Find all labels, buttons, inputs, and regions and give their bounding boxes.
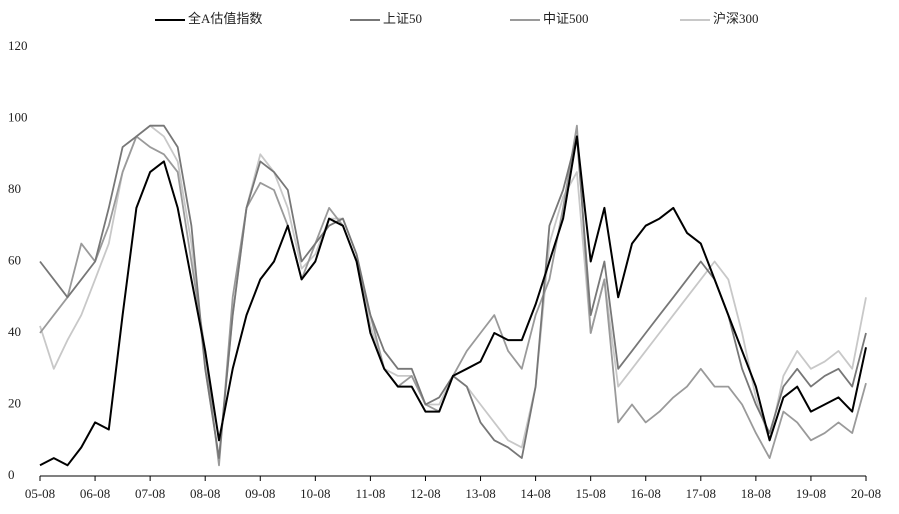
legend-label: 全A估值指数 — [188, 11, 262, 26]
x-tick-label: 15-08 — [575, 486, 605, 501]
y-tick-label: 120 — [8, 38, 28, 53]
x-tick-label: 19-08 — [796, 486, 826, 501]
y-tick-label: 20 — [8, 395, 21, 410]
x-tick-label: 09-08 — [245, 486, 275, 501]
x-tick-label: 07-08 — [135, 486, 165, 501]
x-tick-label: 17-08 — [686, 486, 716, 501]
series-line — [39, 124, 867, 459]
legend-label: 上证50 — [383, 11, 422, 26]
x-tick-label: 13-08 — [465, 486, 495, 501]
legend-label: 中证500 — [543, 11, 589, 26]
x-tick-label: 05-08 — [25, 486, 55, 501]
x-tick-label: 10-08 — [300, 486, 330, 501]
y-tick-label: 0 — [8, 467, 15, 482]
y-tick-label: 40 — [8, 324, 21, 339]
series-line — [39, 124, 867, 459]
x-tick-label: 12-08 — [410, 486, 440, 501]
y-tick-label: 80 — [8, 181, 21, 196]
x-tick-label: 06-08 — [80, 486, 110, 501]
legend-label: 沪深300 — [713, 11, 759, 26]
series-line — [39, 124, 867, 467]
x-tick-label: 18-08 — [741, 486, 771, 501]
x-tick-label: 16-08 — [631, 486, 661, 501]
series-line — [39, 135, 867, 467]
y-tick-label: 60 — [8, 252, 21, 267]
y-tick-label: 100 — [8, 109, 28, 124]
x-tick-label: 14-08 — [520, 486, 550, 501]
x-tick-label: 08-08 — [190, 486, 220, 501]
x-tick-label: 11-08 — [355, 486, 385, 501]
x-tick-label: 20-08 — [851, 486, 881, 501]
